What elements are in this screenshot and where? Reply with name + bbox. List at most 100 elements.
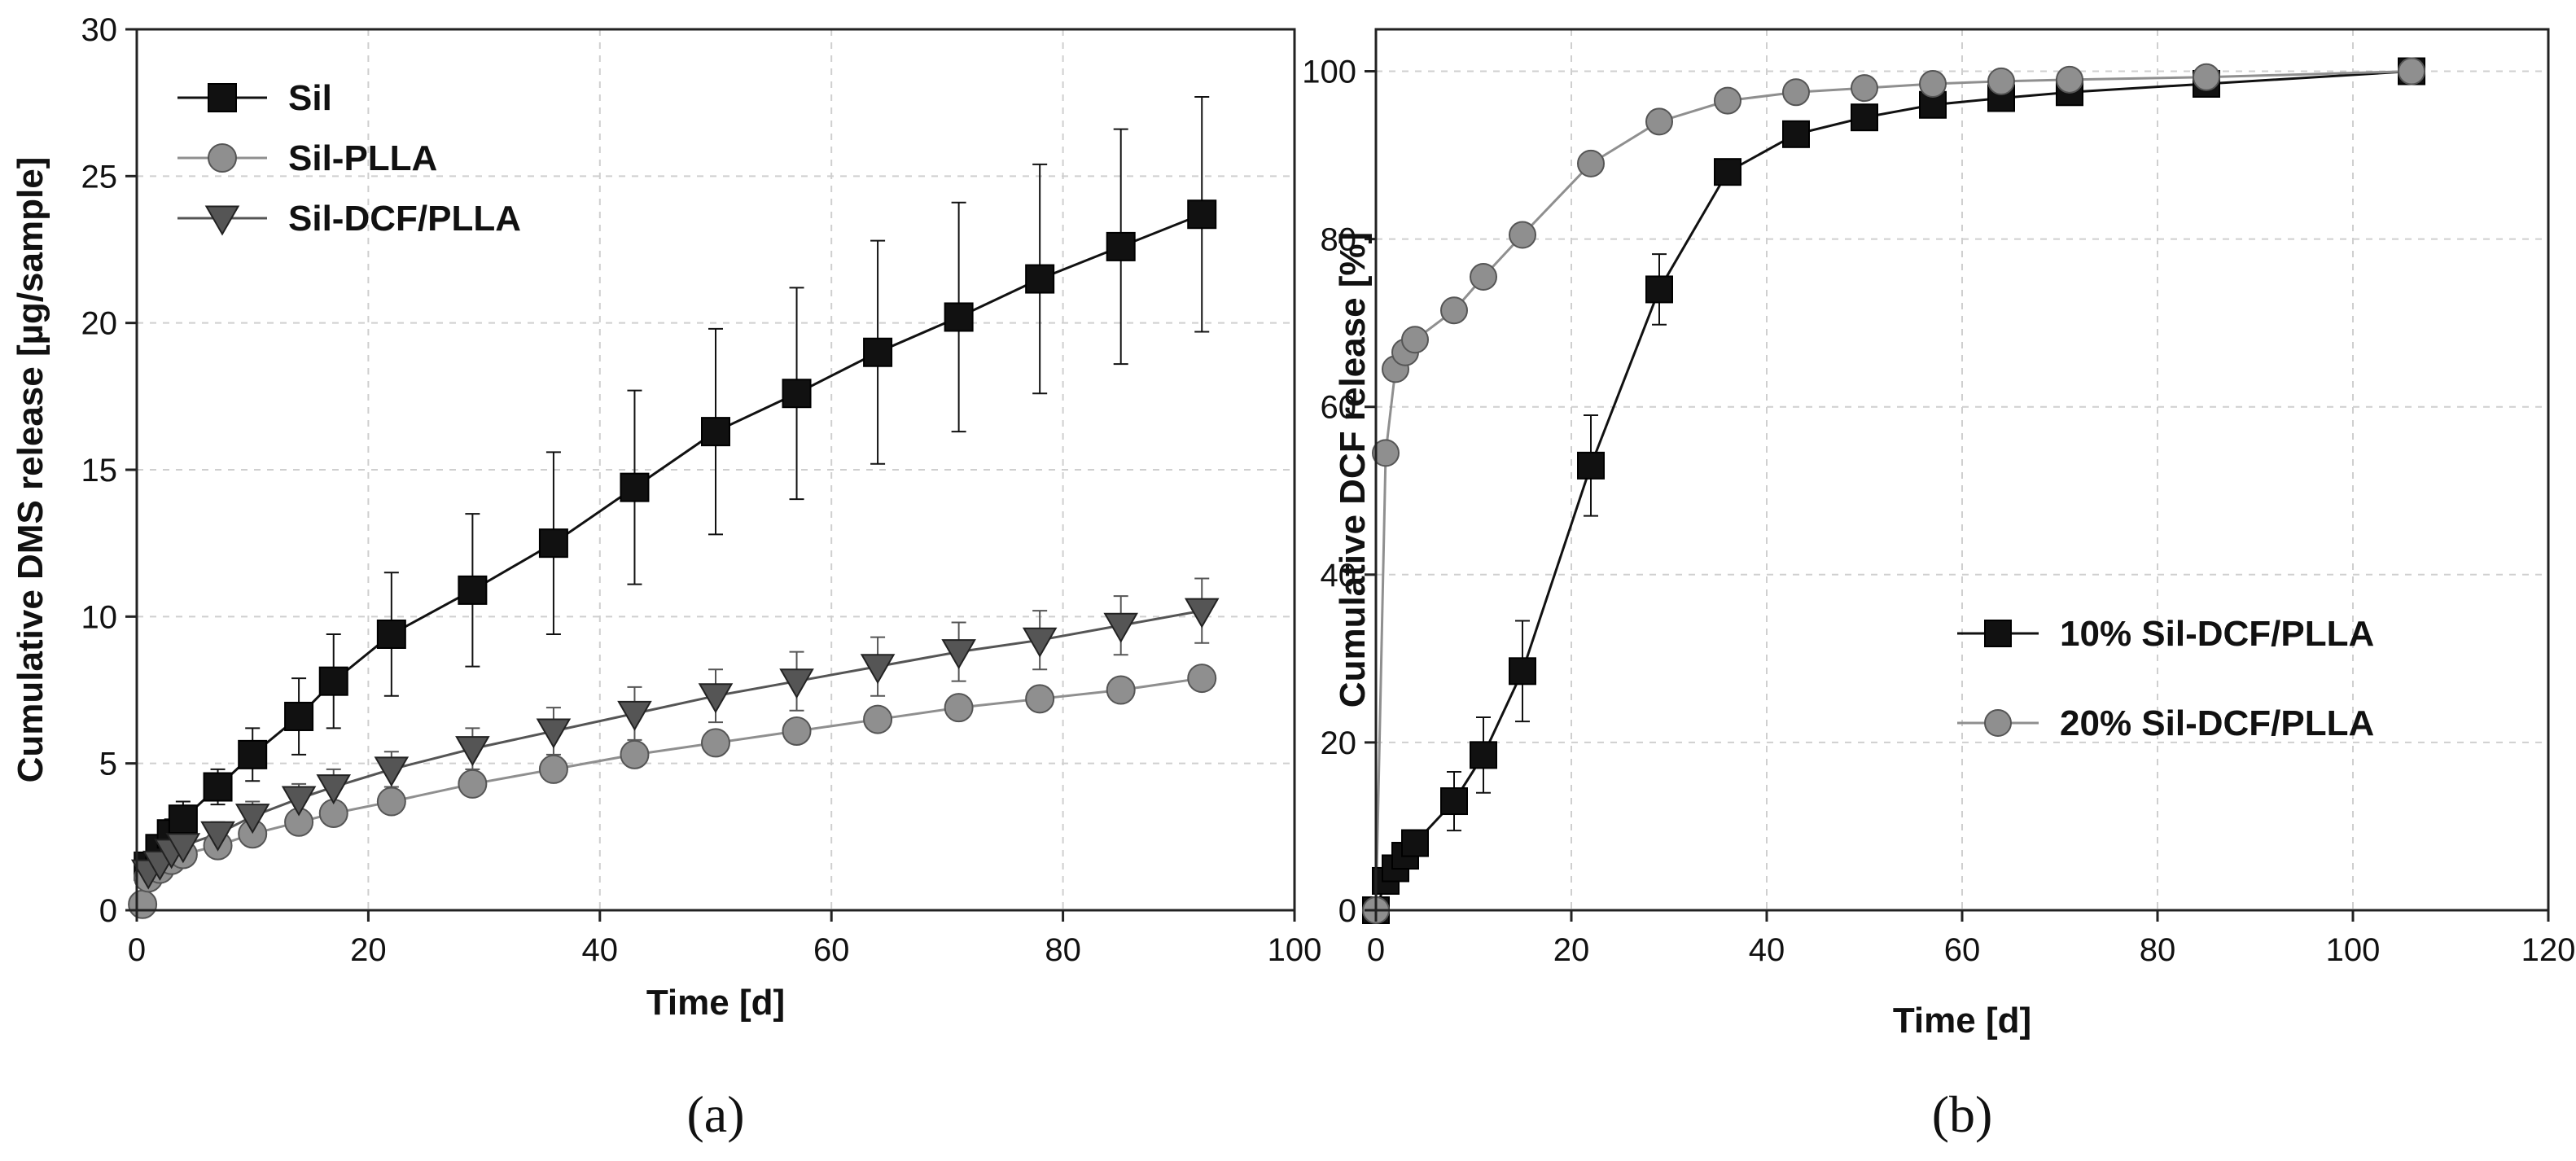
y-tick-label: 0 xyxy=(1338,893,1356,929)
y-tick-label: 5 xyxy=(99,747,117,782)
y-tick-label: 15 xyxy=(81,453,118,488)
data-point-sil-dcf-plla xyxy=(536,718,572,749)
data-point-20-sil-dcf-plla xyxy=(1509,221,1536,249)
data-point-sil xyxy=(203,772,233,802)
data-point-sil-dcf-plla xyxy=(281,786,317,817)
data-point-20-sil-dcf-plla xyxy=(1372,439,1400,467)
data-point-sil-dcf-plla xyxy=(316,774,352,805)
panel-b-ticks: 0 20 40 60 80 100 120 0 20 40 60 80 100 xyxy=(1302,55,2575,968)
panel-b-x-axis-label: Time [d] xyxy=(1893,1001,2031,1041)
data-point-20-sil-dcf-plla xyxy=(1577,149,1605,177)
data-point-sil-dcf-plla xyxy=(779,668,814,699)
data-point-20-sil-dcf-plla xyxy=(1645,107,1673,136)
data-point-sil-plla xyxy=(782,716,812,746)
data-point-10-sil-dcf-plla xyxy=(1577,451,1605,480)
data-point-sil xyxy=(318,666,348,696)
legend-label-sil: Sil xyxy=(288,78,332,118)
y-tick-label: 100 xyxy=(1302,55,1356,90)
panel-a-legend: Sil Sil-PLLA Sil-DCF/PLLA xyxy=(177,78,521,239)
data-point-20-sil-dcf-plla xyxy=(1782,78,1810,107)
panel-b-data-points xyxy=(1362,57,2425,924)
data-point-10-sil-dcf-plla xyxy=(1509,657,1536,686)
legend-marker-20-sil-dcf-plla xyxy=(1984,709,2012,737)
x-tick-label: 0 xyxy=(128,932,146,968)
x-tick-label: 100 xyxy=(2326,932,2381,968)
legend-symbol-20pct xyxy=(1957,709,2039,737)
x-tick-label: 20 xyxy=(1553,932,1590,968)
data-point-20-sil-dcf-plla xyxy=(1401,326,1429,354)
data-point-sil-plla xyxy=(863,704,893,734)
data-point-sil xyxy=(1187,199,1217,230)
data-point-sil xyxy=(458,575,488,605)
panel-b-legend: 10% Sil-DCF/PLLA 20% Sil-DCF/PLLA xyxy=(1957,614,2374,743)
data-point-sil xyxy=(284,701,314,731)
data-point-sil xyxy=(376,619,406,649)
panel-a-caption: (a) xyxy=(686,1085,744,1143)
data-point-sil xyxy=(782,379,812,409)
y-tick-label: 25 xyxy=(81,159,118,195)
data-point-20-sil-dcf-plla xyxy=(1714,86,1741,115)
data-point-sil xyxy=(863,337,893,367)
x-tick-label: 20 xyxy=(350,932,387,968)
data-point-sil-dcf-plla xyxy=(234,804,270,835)
data-point-sil-dcf-plla xyxy=(1184,598,1220,629)
panel-b-grid xyxy=(1376,29,2548,910)
data-point-sil-dcf-plla xyxy=(200,821,235,852)
data-point-10-sil-dcf-plla xyxy=(1919,90,1947,119)
data-point-sil xyxy=(238,739,268,769)
data-point-10-sil-dcf-plla xyxy=(1782,120,1810,148)
data-point-sil-dcf-plla xyxy=(1103,612,1138,643)
data-point-10-sil-dcf-plla xyxy=(1470,741,1497,769)
data-point-sil-plla xyxy=(128,889,158,919)
x-tick-label: 80 xyxy=(2140,932,2176,968)
x-tick-label: 60 xyxy=(1944,932,1981,968)
data-point-sil-plla xyxy=(376,786,406,817)
x-tick-label: 120 xyxy=(2521,932,2576,968)
data-point-sil xyxy=(538,528,568,559)
data-point-sil-plla xyxy=(944,693,974,723)
y-tick-label: 80 xyxy=(1321,222,1357,258)
data-point-10-sil-dcf-plla xyxy=(1440,787,1468,816)
legend-label-sil-dcf-plla: Sil-DCF/PLLA xyxy=(288,199,521,239)
data-point-sil-dcf-plla xyxy=(374,756,410,787)
legend-marker-sil xyxy=(208,83,237,112)
data-point-20-sil-dcf-plla xyxy=(1851,74,1878,103)
panel-a: 0 20 40 60 80 100 0 5 10 15 20 25 30 Time [d] Cumula… xyxy=(11,12,1321,1143)
panel-a-x-axis-label: Time [d] xyxy=(646,983,785,1023)
x-tick-label: 40 xyxy=(582,932,619,968)
series-line-20-sil-dcf-plla xyxy=(1374,70,2412,911)
legend-label-10pct: 10% Sil-DCF/PLLA xyxy=(2060,614,2374,654)
data-point-20-sil-dcf-plla xyxy=(1919,69,1947,98)
legend-marker-sil-dcf-plla xyxy=(204,205,240,236)
panel-a-data-points xyxy=(128,199,1220,919)
data-point-sil-dcf-plla xyxy=(941,639,976,670)
data-point-sil-plla xyxy=(1025,684,1055,714)
legend-symbol-sil-dcf-plla xyxy=(177,205,267,236)
legend-label-sil-plla: Sil-PLLA xyxy=(288,138,437,178)
data-point-sil-plla xyxy=(620,739,650,769)
series-line-sil xyxy=(147,212,1203,867)
data-point-sil-plla xyxy=(701,728,730,758)
panel-b: 0 20 40 60 80 100 120 0 20 40 60 80 100 Time [d] Cum… xyxy=(1302,28,2575,1143)
y-tick-label: 20 xyxy=(81,306,118,342)
data-point-20-sil-dcf-plla xyxy=(2056,65,2083,94)
data-point-20-sil-dcf-plla xyxy=(1470,262,1497,291)
data-point-sil xyxy=(168,804,198,835)
y-tick-label: 60 xyxy=(1321,390,1357,426)
data-point-sil-dcf-plla xyxy=(617,700,652,731)
data-point-sil-dcf-plla xyxy=(1022,627,1058,658)
y-tick-label: 0 xyxy=(99,893,117,929)
x-tick-label: 80 xyxy=(1045,932,1081,968)
data-point-10-sil-dcf-plla xyxy=(1401,829,1429,857)
legend-symbol-sil-plla xyxy=(177,143,267,173)
data-point-sil-dcf-plla xyxy=(698,683,734,714)
x-tick-label: 0 xyxy=(1367,932,1385,968)
panel-b-error-bars xyxy=(1378,73,2214,887)
data-point-20-sil-dcf-plla xyxy=(1987,67,2015,95)
data-point-sil-plla xyxy=(1187,664,1217,694)
series-line-10-sil-dcf-plla xyxy=(1374,70,2412,911)
legend-label-20pct: 20% Sil-DCF/PLLA xyxy=(2060,703,2374,743)
data-point-20-sil-dcf-plla xyxy=(1440,296,1468,325)
data-point-sil-dcf-plla xyxy=(860,654,896,685)
